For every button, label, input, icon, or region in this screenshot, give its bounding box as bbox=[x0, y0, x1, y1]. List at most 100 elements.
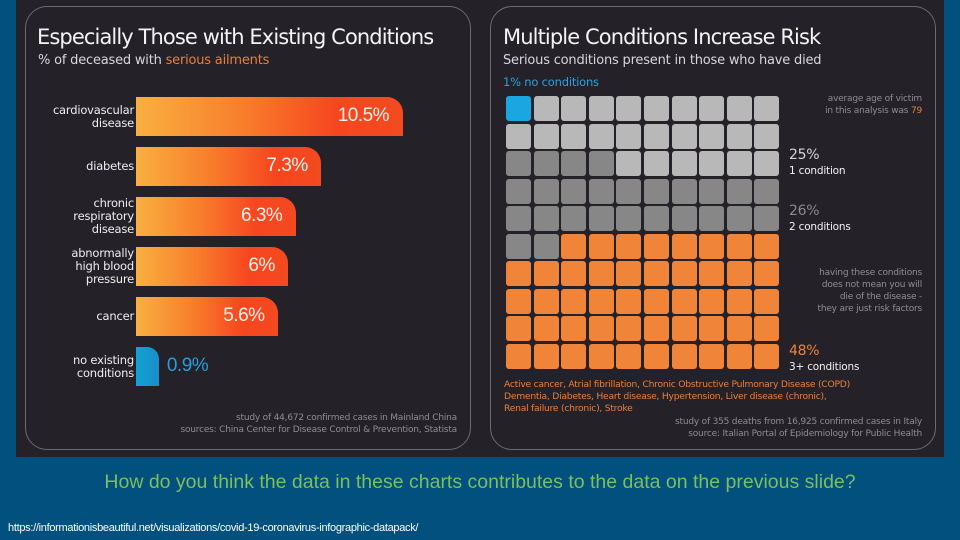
two-conditions-percent: 26% bbox=[789, 203, 820, 219]
bar-category-label: diabetes bbox=[26, 160, 134, 173]
infographic-area: Especially Those with Existing Condition… bbox=[16, 0, 944, 457]
waffle-cell-2-conditions bbox=[671, 178, 697, 204]
waffle-cell-3-conditions bbox=[726, 233, 752, 259]
waffle-cell-3-conditions bbox=[616, 343, 642, 369]
waffle-cell-2-conditions bbox=[561, 151, 587, 176]
waffle-cell-2-conditions bbox=[726, 178, 752, 204]
waffle-cell-1-condition bbox=[699, 96, 725, 121]
waffle-cell-3-conditions bbox=[754, 261, 780, 286]
bar-category-label-line: cardiovascular bbox=[52, 102, 134, 117]
waffle-cell-3-conditions bbox=[671, 343, 697, 369]
waffle-cell-3-conditions bbox=[644, 261, 669, 286]
waffle-cell-1-condition bbox=[699, 151, 725, 176]
waffle-cell-1-condition bbox=[616, 96, 642, 121]
waffle-cell-1-condition bbox=[644, 96, 669, 121]
waffle-cell-3-conditions bbox=[616, 288, 642, 314]
waffle-cell-3-conditions bbox=[699, 316, 725, 341]
waffle-cell-3-conditions bbox=[533, 288, 559, 314]
waffle-cell-3-conditions bbox=[699, 233, 725, 259]
three-plus-percent: 48% bbox=[789, 343, 820, 359]
waffle-cell-2-conditions bbox=[616, 178, 642, 204]
bar-category-label-line: respiratory bbox=[73, 209, 134, 223]
bar-value-label: 6% bbox=[248, 255, 275, 276]
waffle-cell-3-conditions bbox=[726, 343, 752, 369]
one-condition-label: 1 condition bbox=[789, 165, 846, 177]
waffle-cell-3-conditions bbox=[644, 288, 669, 314]
waffle-cell-3-conditions bbox=[561, 316, 587, 341]
disclaimer-line: die of the disease - bbox=[839, 292, 922, 302]
waffle-cell-3-conditions bbox=[726, 316, 752, 341]
right-panel-title: Multiple Conditions Increase Risk bbox=[503, 25, 821, 49]
left-footnote-sources: sources: China Center for Disease Contro… bbox=[180, 425, 457, 435]
existing-conditions-panel: Especially Those with Existing Condition… bbox=[25, 6, 471, 450]
waffle-cell-2-conditions bbox=[533, 178, 559, 204]
risk-disclaimer: having these conditions does not mean yo… bbox=[818, 267, 923, 315]
two-conditions-label: 2 conditions bbox=[789, 221, 851, 233]
waffle-cell-2-conditions bbox=[644, 206, 669, 231]
waffle-cell-1-condition bbox=[588, 123, 614, 149]
conditions-list: Active cancer, Atrial fibrillation, Chro… bbox=[504, 379, 850, 415]
bar bbox=[136, 197, 297, 236]
waffle-cell-2-conditions bbox=[533, 206, 559, 231]
waffle-cell-1-condition bbox=[616, 123, 642, 149]
waffle-cell-1-condition bbox=[726, 123, 752, 149]
waffle-cell-3-conditions bbox=[561, 288, 587, 314]
waffle-cell-1-condition bbox=[588, 96, 614, 121]
waffle-cell-2-conditions bbox=[561, 206, 587, 231]
waffle-cell-3-conditions bbox=[671, 288, 697, 314]
waffle-cell-3-conditions bbox=[699, 261, 725, 286]
bar-value-label: 5.6% bbox=[223, 305, 265, 326]
waffle-cell-3-conditions bbox=[726, 261, 752, 286]
waffle-cell-3-conditions bbox=[506, 343, 531, 369]
right-footnote-study: study of 355 deaths from 16,925 confirme… bbox=[675, 417, 922, 427]
waffle-cell-3-conditions bbox=[699, 343, 725, 369]
one-condition-percent: 25% bbox=[789, 147, 820, 163]
left-panel-subtitle: % of deceased with serious ailments bbox=[38, 53, 269, 68]
multiple-conditions-panel: Multiple Conditions Increase Risk Seriou… bbox=[490, 6, 936, 450]
bar bbox=[136, 347, 159, 386]
source-url[interactable]: https://informationisbeautiful.net/visua… bbox=[8, 522, 419, 534]
bar-category-label: cancer bbox=[26, 310, 134, 323]
waffle-cell-1-condition bbox=[533, 123, 559, 149]
waffle-cell-2-conditions bbox=[506, 178, 531, 204]
waffle-cell-3-conditions bbox=[588, 343, 614, 369]
waffle-cell-1-condition bbox=[671, 123, 697, 149]
subtitle-highlight: serious ailments bbox=[165, 53, 270, 68]
waffle-cell-2-conditions bbox=[588, 151, 614, 176]
waffle-cell-2-conditions bbox=[699, 178, 725, 204]
waffle-cell-1-condition bbox=[754, 151, 780, 176]
waffle-cell-3-conditions bbox=[506, 288, 531, 314]
waffle-cell-2-conditions bbox=[506, 151, 531, 176]
bar-category-label: abnormally high blood pressure bbox=[26, 247, 134, 286]
waffle-cell-3-conditions bbox=[671, 261, 697, 286]
waffle-cell-3-conditions bbox=[644, 343, 669, 369]
bar-category-label-line: high blood bbox=[75, 259, 134, 273]
average-age-prefix: in this analysis was bbox=[825, 106, 911, 116]
conditions-list-line: Dementia, Diabetes, Heart disease, Hyper… bbox=[504, 391, 827, 402]
waffle-cell-2-conditions bbox=[506, 233, 531, 259]
waffle-cell-3-conditions bbox=[506, 261, 531, 286]
waffle-cell-2-conditions bbox=[506, 206, 531, 231]
right-footnote: study of 355 deaths from 16,925 confirme… bbox=[675, 416, 922, 440]
waffle-cell-3-conditions bbox=[561, 343, 587, 369]
waffle-cell-1-condition bbox=[671, 96, 697, 121]
bar-category-label-line: conditions bbox=[76, 365, 134, 380]
waffle-cell-3-conditions bbox=[588, 233, 614, 259]
bar-category-label-line: disease bbox=[91, 115, 134, 130]
waffle-cell-1-condition bbox=[561, 123, 587, 149]
waffle-cell-3-conditions bbox=[561, 261, 587, 286]
conditions-list-line: Active cancer, Atrial fibrillation, Chro… bbox=[504, 379, 850, 390]
waffle-cell-2-conditions bbox=[754, 178, 780, 204]
waffle-cell-2-conditions bbox=[533, 151, 559, 176]
disclaimer-line: does not mean you will bbox=[821, 280, 922, 290]
bar bbox=[136, 247, 289, 286]
left-footnote-study: study of 44,672 confirmed cases in Mainl… bbox=[236, 413, 457, 423]
waffle-cell-3-conditions bbox=[671, 316, 697, 341]
bar-category-label-line: disease bbox=[91, 222, 134, 236]
left-panel-title: Especially Those with Existing Condition… bbox=[37, 25, 434, 49]
waffle-cell-3-conditions bbox=[616, 316, 642, 341]
waffle-cell-1-condition bbox=[754, 123, 780, 149]
waffle-cell-1-condition bbox=[506, 123, 531, 149]
average-age-value: 79 bbox=[910, 106, 922, 116]
waffle-cell-2-conditions bbox=[588, 206, 614, 231]
